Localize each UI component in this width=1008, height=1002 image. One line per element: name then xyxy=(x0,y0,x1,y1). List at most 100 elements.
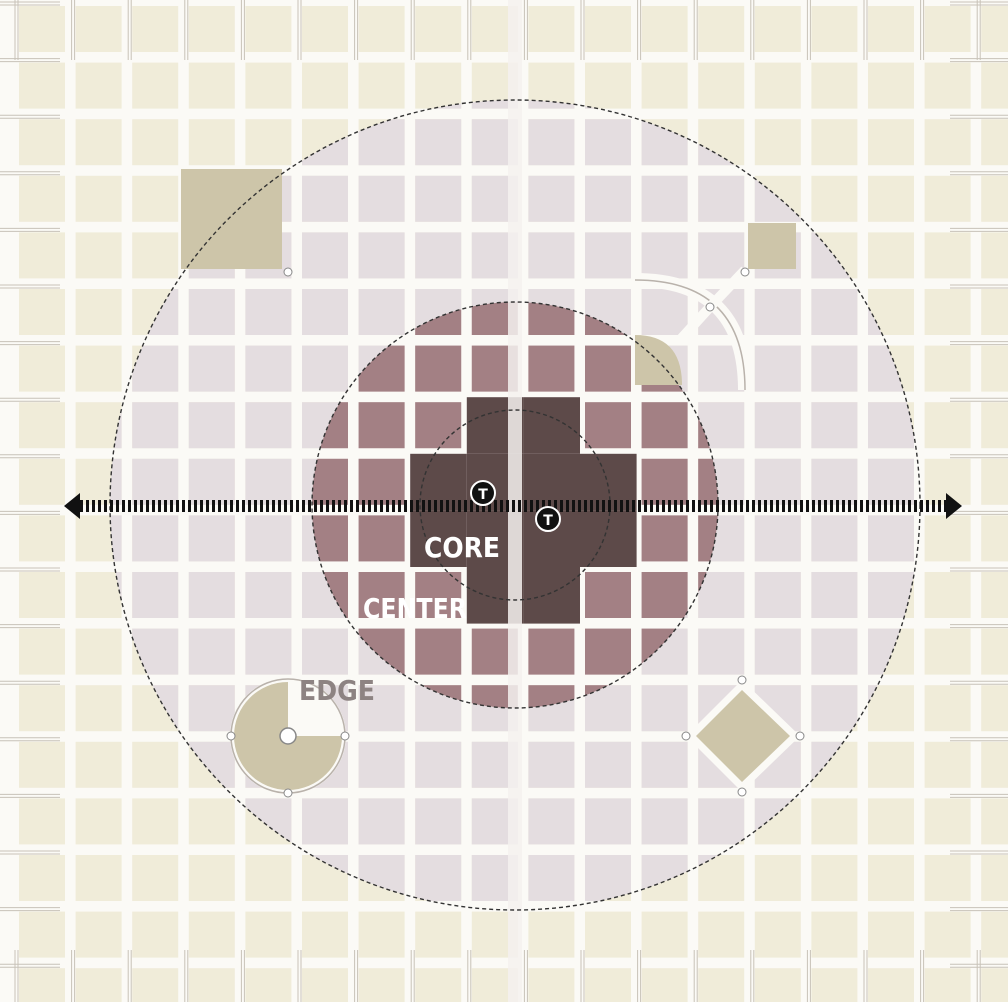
center-block xyxy=(641,458,688,505)
city-block xyxy=(75,175,122,222)
edge-block xyxy=(698,572,745,618)
edge-block xyxy=(245,402,292,449)
city-block xyxy=(19,515,65,562)
edge-block xyxy=(415,175,462,222)
city-block xyxy=(811,62,858,109)
edge-block xyxy=(245,289,292,335)
transit-stop-1: T xyxy=(470,480,496,506)
city-block xyxy=(924,798,971,845)
city-block xyxy=(698,62,745,109)
city-block xyxy=(19,119,65,166)
city-block xyxy=(811,175,858,222)
city-block xyxy=(75,855,122,901)
park-top-right xyxy=(748,223,796,269)
edge-block xyxy=(471,100,518,109)
city-block xyxy=(415,6,462,52)
edge-block xyxy=(754,345,801,392)
edge-block xyxy=(698,628,745,675)
circular-park xyxy=(226,267,350,798)
center-block xyxy=(585,572,631,618)
city-block xyxy=(811,6,858,52)
city-block xyxy=(302,62,348,109)
center-block xyxy=(415,402,462,449)
city-block xyxy=(75,402,122,449)
edge-block xyxy=(811,345,858,392)
city-block xyxy=(924,515,971,562)
edge-block xyxy=(245,628,292,675)
transit-stop-icon xyxy=(535,506,561,532)
edge-block xyxy=(302,232,348,279)
city-block xyxy=(19,345,65,392)
edge-block xyxy=(188,515,235,562)
city-block xyxy=(868,119,914,166)
edge-block xyxy=(132,515,179,562)
city-block xyxy=(641,62,688,109)
edge-block xyxy=(302,289,348,335)
city-block xyxy=(19,6,65,52)
edge-block xyxy=(358,798,405,845)
edge-block xyxy=(585,175,631,222)
city-block xyxy=(75,345,122,392)
center-block xyxy=(358,572,405,618)
city-block xyxy=(585,62,631,109)
transit-stop-icon xyxy=(470,480,496,506)
edge-block xyxy=(110,458,122,505)
city-block xyxy=(868,741,914,788)
city-block xyxy=(585,968,631,1002)
city-block xyxy=(981,458,1008,505)
edge-block xyxy=(754,515,801,562)
center-block xyxy=(641,515,688,562)
edge-block xyxy=(302,175,348,222)
city-block xyxy=(754,911,801,958)
city-block xyxy=(19,289,65,335)
city-block xyxy=(75,968,122,1002)
city-block xyxy=(924,175,971,222)
edge-block xyxy=(528,175,575,222)
edge-block xyxy=(358,741,405,788)
city-block xyxy=(19,855,65,901)
edge-block xyxy=(811,628,858,675)
city-block xyxy=(75,628,122,675)
city-block xyxy=(132,6,179,52)
edge-block xyxy=(754,289,801,335)
edge-block xyxy=(585,119,631,166)
edge-block xyxy=(585,855,631,901)
city-block xyxy=(924,685,971,732)
city-block xyxy=(924,345,971,392)
city-block xyxy=(75,685,122,732)
center-block xyxy=(415,572,462,618)
city-block xyxy=(924,911,971,958)
city-block xyxy=(245,6,292,52)
city-block xyxy=(302,911,348,958)
core-block xyxy=(410,510,467,567)
city-block xyxy=(188,968,235,1002)
city-block xyxy=(641,6,688,52)
edge-block xyxy=(188,628,235,675)
city-block xyxy=(868,911,914,958)
edge-block xyxy=(528,798,575,845)
edge-block xyxy=(358,175,405,222)
edge-block xyxy=(302,628,348,675)
center-block xyxy=(641,402,688,449)
city-block xyxy=(245,968,292,1002)
center-block xyxy=(358,402,405,449)
city-block xyxy=(981,515,1008,562)
city-block xyxy=(132,62,179,109)
city-block xyxy=(585,911,631,958)
city-block xyxy=(981,232,1008,279)
edge-block xyxy=(811,289,858,335)
city-block xyxy=(868,968,914,1002)
city-block xyxy=(415,911,462,958)
edge-block xyxy=(245,572,292,618)
city-block xyxy=(981,289,1008,335)
city-block xyxy=(811,119,858,166)
city-block xyxy=(924,62,971,109)
city-block xyxy=(415,62,462,109)
city-block xyxy=(981,345,1008,392)
city-block xyxy=(19,741,65,788)
edge-block xyxy=(245,515,292,562)
center-block xyxy=(312,458,348,505)
edge-label: EDGE xyxy=(299,674,375,707)
